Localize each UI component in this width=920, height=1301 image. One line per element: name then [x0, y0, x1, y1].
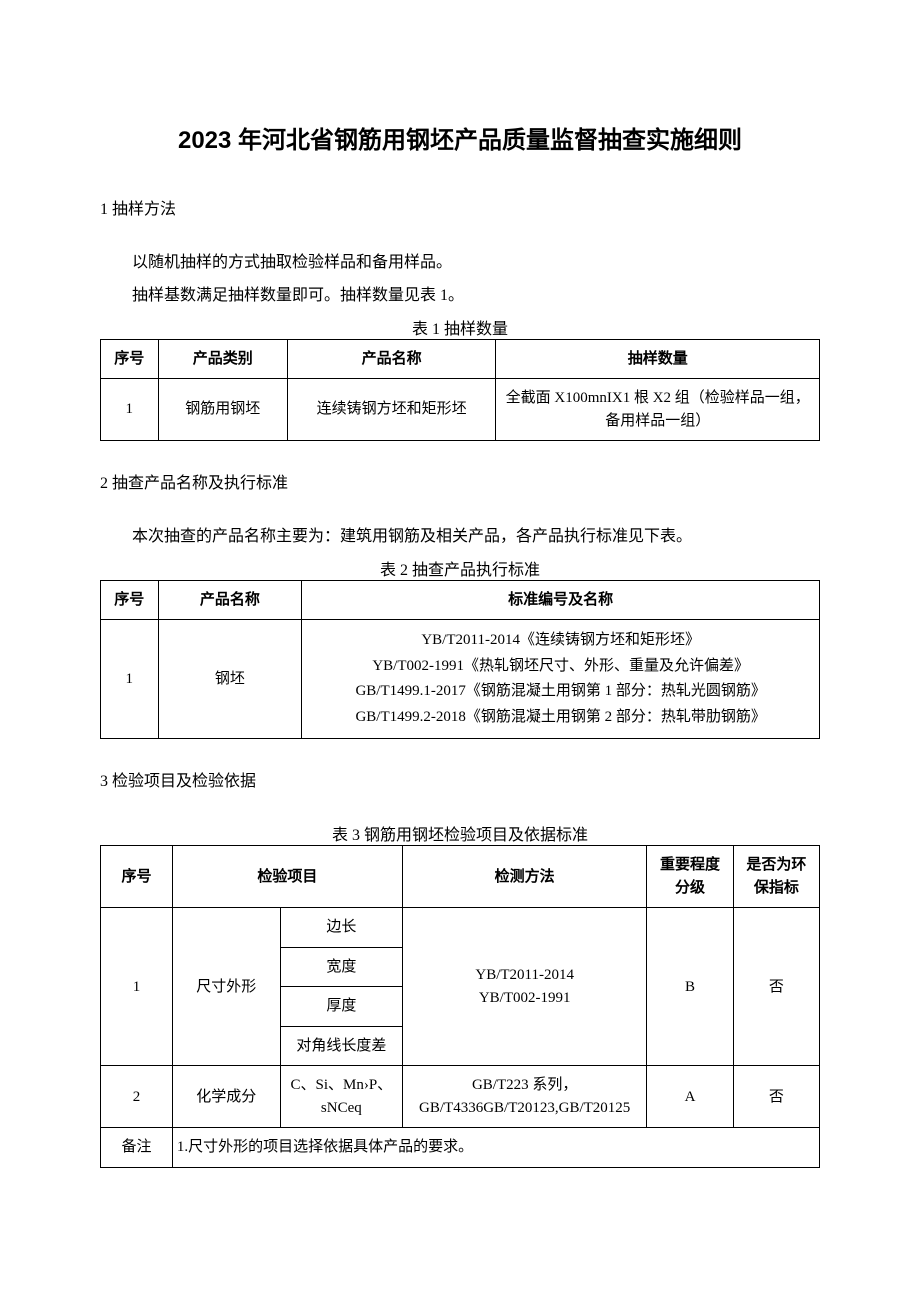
table-header: 抽样数量	[496, 339, 820, 379]
table-header: 检测方法	[402, 846, 646, 908]
std-line: YB/T002-1991《热轧钢坯尺寸、外形、重量及允许偏差》	[308, 654, 813, 680]
table-row: 序号 检验项目 检测方法 重要程度分级 是否为环保指标	[101, 846, 820, 908]
table-cell: 全截面 X100mnIX1 根 X2 组（检验样品一组，备用样品一组）	[496, 379, 820, 441]
table-header: 序号	[101, 580, 159, 620]
table-cell: 2	[101, 1066, 173, 1128]
table1-caption: 表 1 抽样数量	[100, 315, 820, 339]
table-cell: 否	[733, 908, 819, 1066]
table-cell: B	[647, 908, 733, 1066]
table-cell: YB/T2011-2014 YB/T002-1991	[402, 908, 646, 1066]
table-cell: 边长	[280, 908, 402, 948]
section1-heading: 1 抽样方法	[100, 195, 820, 219]
table-cell: 备注	[101, 1128, 173, 1168]
table-cell: 1.尺寸外形的项目选择依据具体产品的要求。	[172, 1128, 819, 1168]
table-cell: GB/T223 系列，GB/T4336GB/T20123,GB/T20125	[402, 1066, 646, 1128]
table-row: 2 化学成分 C、Si、Mn›P、sNCeq GB/T223 系列，GB/T43…	[101, 1066, 820, 1128]
table-header: 产品名称	[287, 339, 496, 379]
table-cell: 宽度	[280, 947, 402, 987]
table-cell: 尺寸外形	[172, 908, 280, 1066]
table-header: 序号	[101, 846, 173, 908]
table-row: 序号 产品名称 标准编号及名称	[101, 580, 820, 620]
table-row: 1 钢坯 YB/T2011-2014《连续铸钢方坯和矩形坯》 YB/T002-1…	[101, 620, 820, 739]
section2-heading: 2 抽查产品名称及执行标准	[100, 469, 820, 493]
table-cell: 化学成分	[172, 1066, 280, 1128]
document-title: 2023 年河北省钢筋用钢坯产品质量监督抽查实施细则	[100, 120, 820, 155]
table-header: 检验项目	[172, 846, 402, 908]
table-cell: 钢坯	[158, 620, 302, 739]
table-cell: 1	[101, 908, 173, 1066]
section2-p1: 本次抽查的产品名称主要为：建筑用钢筋及相关产品，各产品执行标准见下表。	[100, 523, 820, 552]
table-cell: C、Si、Mn›P、sNCeq	[280, 1066, 402, 1128]
table-cell: 对角线长度差	[280, 1026, 402, 1066]
section3-heading: 3 检验项目及检验依据	[100, 767, 820, 791]
table-row: 序号 产品类别 产品名称 抽样数量	[101, 339, 820, 379]
table-header: 产品名称	[158, 580, 302, 620]
table-cell: 钢筋用钢坯	[158, 379, 287, 441]
table-row: 1 尺寸外形 边长 YB/T2011-2014 YB/T002-1991 B 否	[101, 908, 820, 948]
table-header: 序号	[101, 339, 159, 379]
table-cell: 厚度	[280, 987, 402, 1027]
table-header: 重要程度分级	[647, 846, 733, 908]
std-line: YB/T2011-2014《连续铸钢方坯和矩形坯》	[308, 628, 813, 654]
table2: 序号 产品名称 标准编号及名称 1 钢坯 YB/T2011-2014《连续铸钢方…	[100, 580, 820, 740]
table-cell: 否	[733, 1066, 819, 1128]
section1-p1: 以随机抽样的方式抽取检验样品和备用样品。	[100, 249, 820, 278]
table-cell: A	[647, 1066, 733, 1128]
table-row: 1 钢筋用钢坯 连续铸钢方坯和矩形坯 全截面 X100mnIX1 根 X2 组（…	[101, 379, 820, 441]
table-cell: 连续铸钢方坯和矩形坯	[287, 379, 496, 441]
table-header: 标准编号及名称	[302, 580, 820, 620]
method-line: YB/T2011-2014	[409, 964, 640, 987]
std-line: GB/T1499.1-2017《钢筋混凝土用钢第 1 部分：热轧光圆钢筋》	[308, 679, 813, 705]
table3: 序号 检验项目 检测方法 重要程度分级 是否为环保指标 1 尺寸外形 边长 YB…	[100, 845, 820, 1168]
table-header: 产品类别	[158, 339, 287, 379]
section1-p2: 抽样基数满足抽样数量即可。抽样数量见表 1。	[100, 282, 820, 311]
table-cell: 1	[101, 379, 159, 441]
std-line: GB/T1499.2-2018《钢筋混凝土用钢第 2 部分：热轧带肋钢筋》	[308, 705, 813, 731]
table-header: 是否为环保指标	[733, 846, 819, 908]
table-row: 备注 1.尺寸外形的项目选择依据具体产品的要求。	[101, 1128, 820, 1168]
table1: 序号 产品类别 产品名称 抽样数量 1 钢筋用钢坯 连续铸钢方坯和矩形坯 全截面…	[100, 339, 820, 442]
method-line: YB/T002-1991	[409, 987, 640, 1010]
table3-caption: 表 3 钢筋用钢坯检验项目及依据标准	[100, 821, 820, 845]
table-cell: YB/T2011-2014《连续铸钢方坯和矩形坯》 YB/T002-1991《热…	[302, 620, 820, 739]
table2-caption: 表 2 抽查产品执行标准	[100, 556, 820, 580]
table-cell: 1	[101, 620, 159, 739]
